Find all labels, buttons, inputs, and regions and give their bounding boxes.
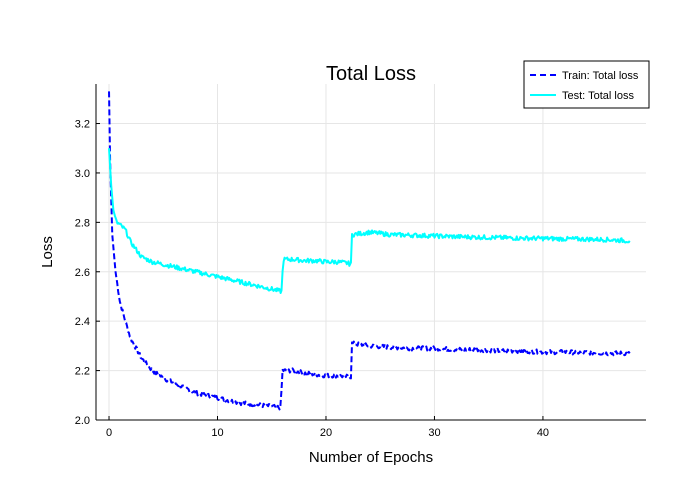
y-tick-label: 2.2 [75, 366, 90, 378]
y-tick-label: 2.4 [75, 316, 90, 328]
series-line-test [108, 148, 631, 295]
y-axis-title: Loss [39, 236, 56, 268]
x-tick-label: 10 [211, 427, 223, 439]
y-tick-label: 2.8 [75, 217, 90, 229]
legend-box [523, 60, 650, 109]
x-tick-label: 0 [106, 427, 112, 439]
axes-layer [95, 84, 646, 421]
y-tick-label: 3.2 [75, 119, 90, 131]
legend: Train: Total loss Test: Total loss [523, 60, 650, 109]
x-tick-label: 30 [428, 427, 440, 439]
legend-label-train: Train: Total loss [562, 70, 639, 82]
y-tick-label: 2.0 [75, 415, 90, 427]
y-tick-label: 2.6 [75, 267, 90, 279]
chart-title: Total Loss [326, 63, 416, 85]
y-tick-label: 3.0 [75, 168, 90, 180]
ticks-layer: 0 10 20 30 40 2.0 2.2 2.4 2.6 2.8 3.0 3.2 [75, 119, 549, 439]
series-line-train [108, 91, 631, 411]
x-tick-label: 20 [320, 427, 332, 439]
grid-layer [96, 84, 646, 421]
series-layer [108, 91, 631, 411]
legend-label-test: Test: Total loss [562, 90, 634, 102]
x-tick-label: 40 [537, 427, 549, 439]
x-axis-title: Number of Epochs [309, 449, 433, 466]
